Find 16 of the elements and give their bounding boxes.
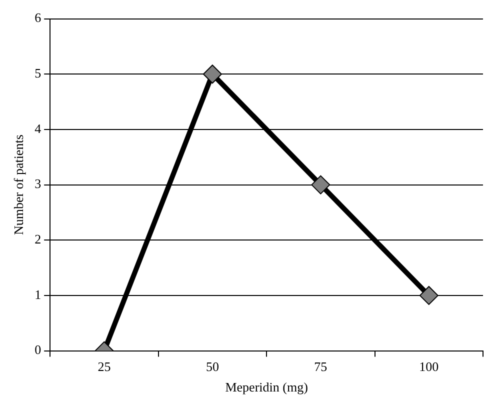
y-tick-label: 5 [34,66,42,81]
point [202,64,222,84]
y-tick-label: 6 [34,10,42,26]
y-axis-title: Number of patients [11,134,26,235]
x-tick-label: 100 [419,359,439,374]
point [311,175,330,194]
y-tick-label: 1 [34,286,42,302]
point [419,286,438,305]
y-tick-label: 2 [34,232,42,247]
x-tick-label: 50 [206,359,219,374]
x-axis-title: Meperidin (mg) [225,380,308,395]
y-tick-label: 0 [34,342,42,358]
x-tick-label: 75 [314,359,328,374]
y-tick-label: 3 [34,176,42,192]
y-tick-label: 4 [34,120,42,136]
x-tick-label: 25 [98,359,111,374]
